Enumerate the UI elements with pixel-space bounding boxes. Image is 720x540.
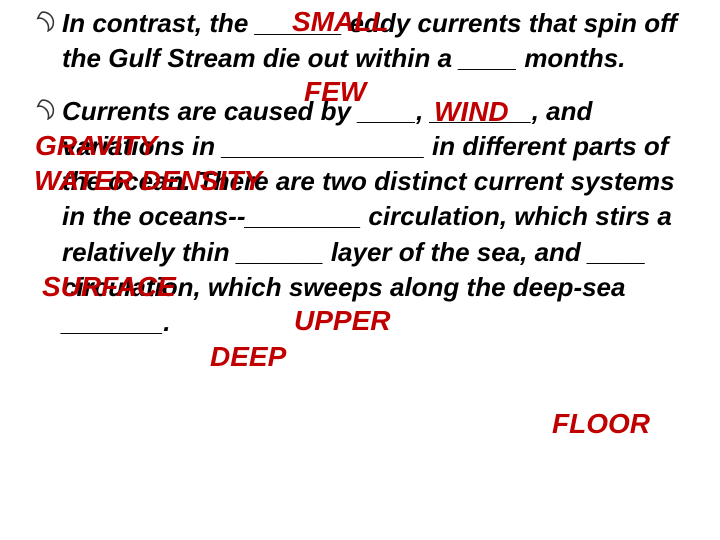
answer-floor: FLOOR — [552, 408, 650, 440]
answer-upper: UPPER — [294, 302, 390, 340]
answer-wind: WIND — [434, 93, 509, 131]
bullet-path — [38, 100, 54, 119]
swirl-bullet-icon — [30, 98, 56, 124]
slide: In contrast, the ______ eddy currents th… — [0, 0, 720, 540]
answer-gravity: GRAVITY — [35, 127, 157, 165]
answer-small: SMALL — [292, 3, 388, 41]
answer-deep: DEEP — [210, 338, 286, 376]
answer-surface: SURFACE — [42, 268, 176, 306]
answer-few: FEW — [304, 73, 366, 111]
bullet-2: Currents are caused by ____, _______, an… — [30, 94, 690, 340]
answer-water-density: WATER DENSITY — [34, 162, 262, 200]
bullet-path — [38, 12, 54, 31]
swirl-bullet-icon — [30, 10, 56, 36]
bullet-1: In contrast, the ______ eddy currents th… — [30, 6, 690, 76]
